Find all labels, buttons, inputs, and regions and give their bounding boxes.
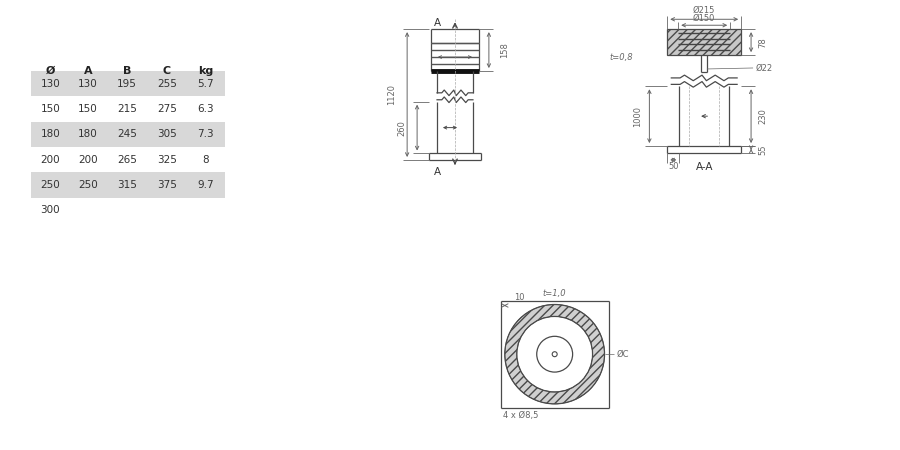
Text: 78: 78 xyxy=(759,37,768,48)
Text: ØC: ØC xyxy=(616,350,629,359)
Text: 6.3: 6.3 xyxy=(197,104,214,114)
Bar xyxy=(667,29,741,55)
Text: 300: 300 xyxy=(40,205,60,216)
Text: 130: 130 xyxy=(40,79,60,89)
Text: 215: 215 xyxy=(117,104,137,114)
Text: C: C xyxy=(163,66,171,76)
Text: t=0,8: t=0,8 xyxy=(609,53,634,62)
Text: Ø215: Ø215 xyxy=(693,6,716,15)
Bar xyxy=(32,122,225,147)
Text: 50: 50 xyxy=(668,162,679,171)
Text: 260: 260 xyxy=(398,120,407,135)
Bar xyxy=(32,172,225,198)
Text: 275: 275 xyxy=(157,104,176,114)
Text: 150: 150 xyxy=(78,104,98,114)
Text: 8: 8 xyxy=(202,155,209,165)
Text: A: A xyxy=(434,167,441,177)
Bar xyxy=(32,71,225,96)
Text: Ø22: Ø22 xyxy=(755,63,772,72)
Text: 265: 265 xyxy=(117,155,137,165)
Text: 5.7: 5.7 xyxy=(197,79,214,89)
Text: 10: 10 xyxy=(514,293,525,302)
Text: 200: 200 xyxy=(78,155,98,165)
Text: A-A: A-A xyxy=(696,162,713,172)
Text: 250: 250 xyxy=(40,180,60,190)
Text: 305: 305 xyxy=(157,129,176,140)
Text: 7.3: 7.3 xyxy=(197,129,214,140)
Text: 180: 180 xyxy=(40,129,60,140)
Text: 255: 255 xyxy=(157,79,176,89)
Text: 130: 130 xyxy=(78,79,98,89)
Text: 200: 200 xyxy=(40,155,60,165)
Text: A: A xyxy=(84,66,93,76)
Text: 9.7: 9.7 xyxy=(197,180,214,190)
Text: Ø: Ø xyxy=(46,66,55,76)
Text: 230: 230 xyxy=(759,108,768,124)
Text: A: A xyxy=(434,18,441,28)
Text: kg: kg xyxy=(198,66,213,76)
Text: 245: 245 xyxy=(117,129,137,140)
Text: 1000: 1000 xyxy=(633,106,642,127)
Text: 180: 180 xyxy=(78,129,98,140)
Text: 195: 195 xyxy=(117,79,137,89)
Text: B: B xyxy=(122,66,131,76)
Text: 150: 150 xyxy=(40,104,60,114)
Text: 315: 315 xyxy=(117,180,137,190)
Text: 55: 55 xyxy=(759,144,768,155)
Text: 158: 158 xyxy=(500,42,509,58)
Text: t=1,0: t=1,0 xyxy=(543,289,566,298)
Wedge shape xyxy=(505,305,605,404)
Text: 1120: 1120 xyxy=(387,84,396,105)
Text: 250: 250 xyxy=(78,180,98,190)
Text: 4 x Ø8,5: 4 x Ø8,5 xyxy=(503,411,538,420)
Text: 375: 375 xyxy=(157,180,176,190)
Text: Ø150: Ø150 xyxy=(693,14,716,23)
Text: 325: 325 xyxy=(157,155,176,165)
